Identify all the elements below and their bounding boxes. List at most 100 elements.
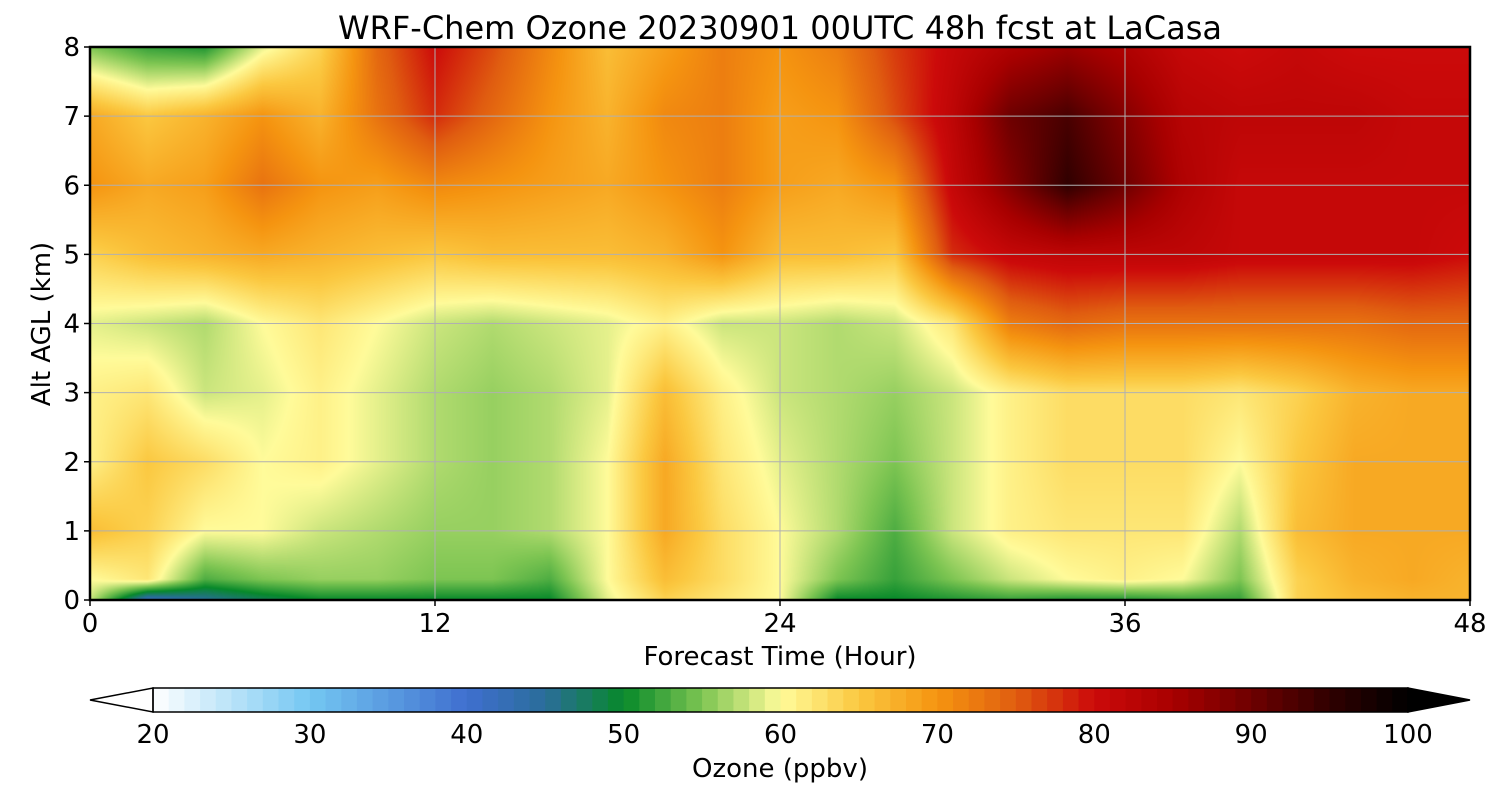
x-tick-label: 36: [1108, 609, 1141, 639]
y-tick-label: 5: [63, 240, 80, 270]
colorbar-swatch: [749, 688, 766, 712]
y-tick-label: 2: [63, 448, 80, 478]
colorbar-swatch: [278, 688, 295, 712]
colorbar-swatch: [1219, 688, 1237, 712]
colorbar-tick-label: 40: [450, 720, 483, 750]
colorbar-swatch: [937, 688, 954, 712]
colorbar-swatch: [341, 688, 358, 712]
y-tick-label: 1: [63, 517, 80, 547]
colorbar-swatch: [482, 688, 499, 712]
colorbar-swatch: [1031, 688, 1048, 712]
colorbar-swatch: [388, 688, 405, 712]
colorbar-swatch: [153, 688, 170, 712]
x-tick-label: 12: [418, 609, 451, 639]
colorbar-swatch: [592, 688, 609, 712]
colorbar-swatch: [953, 688, 970, 712]
colorbar-swatch: [733, 688, 750, 712]
y-tick-label: 3: [63, 379, 80, 409]
colorbar-swatch: [1047, 688, 1064, 712]
colorbar-swatch: [215, 688, 233, 712]
colorbar: 20 30 40 50 60 70 80 90 100: [89, 687, 1471, 750]
colorbar-swatch: [858, 688, 876, 712]
colorbar-swatch: [325, 688, 342, 712]
colorbar-swatch: [435, 688, 452, 712]
colorbar-swatch: [764, 688, 782, 712]
colorbar-swatch: [717, 688, 735, 712]
colorbar-swatch: [796, 688, 813, 712]
colorbar-swatch: [404, 688, 421, 712]
colorbar-swatch: [372, 688, 389, 712]
colorbar-swatch: [1313, 688, 1331, 712]
colorbar-swatch: [921, 688, 938, 712]
colorbar-tick-label: 50: [607, 720, 640, 750]
colorbar-swatch: [890, 688, 907, 712]
colorbar-swatch: [498, 688, 515, 712]
colorbar-swatch: [1360, 688, 1378, 712]
colorbar-swatch: [451, 688, 468, 712]
colorbar-frame: [152, 687, 1409, 713]
colorbar-swatch: [1109, 688, 1127, 712]
colorbar-swatch: [984, 688, 1001, 712]
x-tick-label: 0: [82, 609, 99, 639]
colorbar-swatch: [968, 688, 986, 712]
colorbar-swatch: [309, 688, 327, 712]
colorbar-tick-label: 60: [764, 720, 797, 750]
colorbar-swatch: [247, 688, 264, 712]
colorbar-swatch: [294, 688, 311, 712]
y-tick-label: 0: [63, 586, 80, 616]
colorbar-swatch: [545, 688, 562, 712]
colorbar-swatch: [1172, 688, 1189, 712]
colorbar-tick-label: 90: [1235, 720, 1268, 750]
y-tick-label: 7: [63, 102, 80, 132]
x-axis: 0 12 24 36 48: [82, 600, 1487, 639]
x-axis-label: Forecast Time (Hour): [643, 642, 916, 672]
colorbar-swatch: [356, 688, 374, 712]
colorbar-tick-label: 100: [1383, 720, 1433, 750]
colorbar-swatch: [780, 688, 797, 712]
colorbar-swatch: [529, 688, 546, 712]
chart-title: WRF-Chem Ozone 20230901 00UTC 48h fcst a…: [338, 9, 1222, 47]
x-tick-label: 48: [1453, 609, 1486, 639]
colorbar-swatch: [200, 688, 217, 712]
colorbar-swatch: [670, 688, 687, 712]
colorbar-swatch: [686, 688, 703, 712]
colorbar-label: Ozone (ppbv): [692, 754, 868, 784]
colorbar-swatch: [607, 688, 625, 712]
colorbar-swatch: [1376, 688, 1393, 712]
colorbar-swatch: [1329, 688, 1346, 712]
colorbar-swatch: [702, 688, 719, 712]
colorbar-swatch: [1141, 688, 1158, 712]
colorbar-swatch: [262, 688, 280, 712]
colorbar-min-arrow: [89, 687, 154, 713]
colorbar-swatch: [231, 688, 248, 712]
colorbar-swatch: [560, 688, 578, 712]
colorbar-swatch: [1204, 688, 1221, 712]
colorbar-swatch: [1078, 688, 1095, 712]
colorbar-swatch: [1345, 688, 1362, 712]
y-axis: 0 1 2 3 4 5 6 7 8: [63, 33, 90, 616]
colorbar-swatch: [466, 688, 484, 712]
colorbar-swatch: [843, 688, 860, 712]
colorbar-tick-label: 20: [136, 720, 169, 750]
colorbar-swatch: [184, 688, 201, 712]
y-tick-label: 8: [63, 33, 80, 63]
y-axis-label: Alt AGL (km): [27, 242, 57, 406]
colorbar-swatch: [1235, 688, 1252, 712]
colorbar-swatch: [1015, 688, 1033, 712]
colorbar-swatch: [576, 688, 593, 712]
y-tick-label: 6: [63, 171, 80, 201]
colorbar-swatch: [419, 688, 436, 712]
y-tick-label: 4: [63, 310, 80, 340]
colorbar-swatch: [1282, 688, 1299, 712]
colorbar-swatch: [1188, 688, 1205, 712]
colorbar-swatch: [1125, 688, 1142, 712]
colorbar-swatch: [1266, 688, 1284, 712]
colorbar-swatch: [874, 688, 891, 712]
x-tick-label: 24: [763, 609, 796, 639]
colorbar-swatch: [1157, 688, 1174, 712]
colorbar-swatch: [811, 688, 829, 712]
colorbar-swatch: [1000, 688, 1017, 712]
colorbar-swatch: [1298, 688, 1315, 712]
colorbar-tick-label: 70: [921, 720, 954, 750]
